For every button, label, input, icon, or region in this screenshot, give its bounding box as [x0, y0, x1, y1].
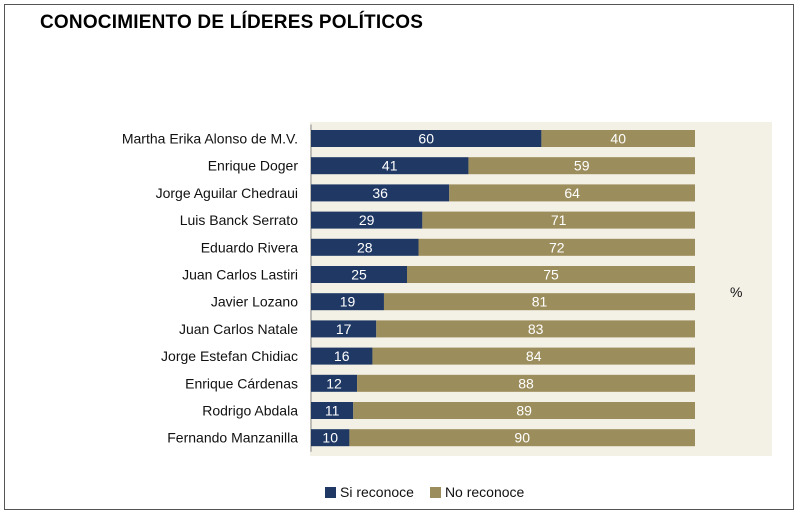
bar-si-reconoce [311, 157, 469, 175]
data-label-si-reconoce: 10 [322, 430, 338, 446]
bar-no-reconoce [357, 374, 695, 392]
category-label: Jorge Estefan Chidiac [161, 348, 298, 364]
category-label: Enrique Cárdenas [185, 375, 298, 391]
data-label-no-reconoce: 72 [549, 239, 565, 255]
category-label: Juan Carlos Lastiri [182, 267, 298, 283]
bar-si-reconoce [311, 211, 423, 229]
data-label-si-reconoce: 17 [336, 321, 352, 337]
data-label-si-reconoce: 28 [357, 239, 373, 255]
bar-no-reconoce [449, 184, 695, 202]
legend-item-si-reconoce: Si reconoce [325, 484, 414, 500]
bar-si-reconoce [311, 293, 384, 311]
bar-no-reconoce [407, 266, 695, 283]
bar-si-reconoce [311, 402, 354, 419]
bar-si-reconoce [311, 320, 377, 338]
bar-no-reconoce [422, 211, 695, 229]
data-label-si-reconoce: 60 [418, 131, 434, 147]
category-label: Jorge Aguilar Chedraui [156, 185, 298, 201]
category-label: Luis Banck Serrato [180, 212, 298, 228]
bar-si-reconoce [311, 184, 450, 202]
data-label-si-reconoce: 41 [382, 158, 398, 174]
category-label: Enrique Doger [208, 158, 299, 174]
data-label-si-reconoce: 25 [351, 267, 367, 283]
category-label: Javier Lozano [211, 294, 298, 310]
unit-label: % [730, 284, 743, 300]
data-label-no-reconoce: 81 [532, 294, 548, 310]
data-label-no-reconoce: 75 [543, 267, 559, 283]
chart-title: CONOCIMIENTO DE LÍDERES POLÍTICOS [40, 12, 424, 33]
bar-no-reconoce [372, 347, 695, 365]
bar-si-reconoce [311, 238, 419, 256]
category-label: Martha Erika Alonso de M.V. [122, 131, 298, 147]
data-label-no-reconoce: 59 [574, 158, 590, 174]
legend: Si reconoce No reconoce [325, 484, 540, 500]
bar-no-reconoce [383, 293, 695, 311]
bar-no-reconoce [418, 238, 695, 256]
category-label: Rodrigo Abdala [202, 403, 298, 419]
data-label-si-reconoce: 11 [325, 403, 340, 419]
category-label: Juan Carlos Natale [179, 321, 298, 337]
data-label-no-reconoce: 89 [516, 403, 532, 419]
data-label-si-reconoce: 36 [372, 185, 388, 201]
plot-area [310, 122, 772, 456]
legend-swatch-no-reconoce [429, 486, 441, 498]
data-label-si-reconoce: 29 [359, 212, 375, 228]
data-label-no-reconoce: 90 [514, 430, 530, 446]
bar-si-reconoce [311, 130, 542, 147]
legend-label-no-reconoce: No reconoce [444, 484, 525, 500]
data-label-no-reconoce: 88 [518, 375, 534, 391]
data-label-no-reconoce: 64 [564, 185, 580, 201]
data-label-no-reconoce: 83 [528, 321, 544, 337]
bar-si-reconoce [311, 429, 350, 447]
data-label-si-reconoce: 12 [326, 375, 342, 391]
data-label-no-reconoce: 84 [526, 348, 542, 364]
legend-swatch-si-reconoce [325, 486, 336, 498]
bar-no-reconoce [349, 429, 695, 447]
data-label-si-reconoce: 16 [334, 348, 350, 364]
legend-label-si-reconoce: Si reconoce [340, 484, 414, 500]
bar-no-reconoce [468, 157, 695, 175]
data-label-si-reconoce: 19 [340, 294, 356, 310]
bar-no-reconoce [376, 320, 695, 338]
legend-item-no-reconoce: No reconoce [429, 484, 525, 500]
category-label: Eduardo Rivera [201, 239, 298, 255]
bar-si-reconoce [311, 374, 358, 392]
bar-no-reconoce [541, 130, 695, 147]
category-label: Fernando Manzanilla [167, 430, 298, 446]
data-label-no-reconoce: 40 [610, 131, 626, 147]
data-label-no-reconoce: 71 [551, 212, 567, 228]
bar-no-reconoce [353, 402, 695, 419]
bar-si-reconoce [311, 347, 373, 365]
bar-si-reconoce [311, 266, 407, 283]
